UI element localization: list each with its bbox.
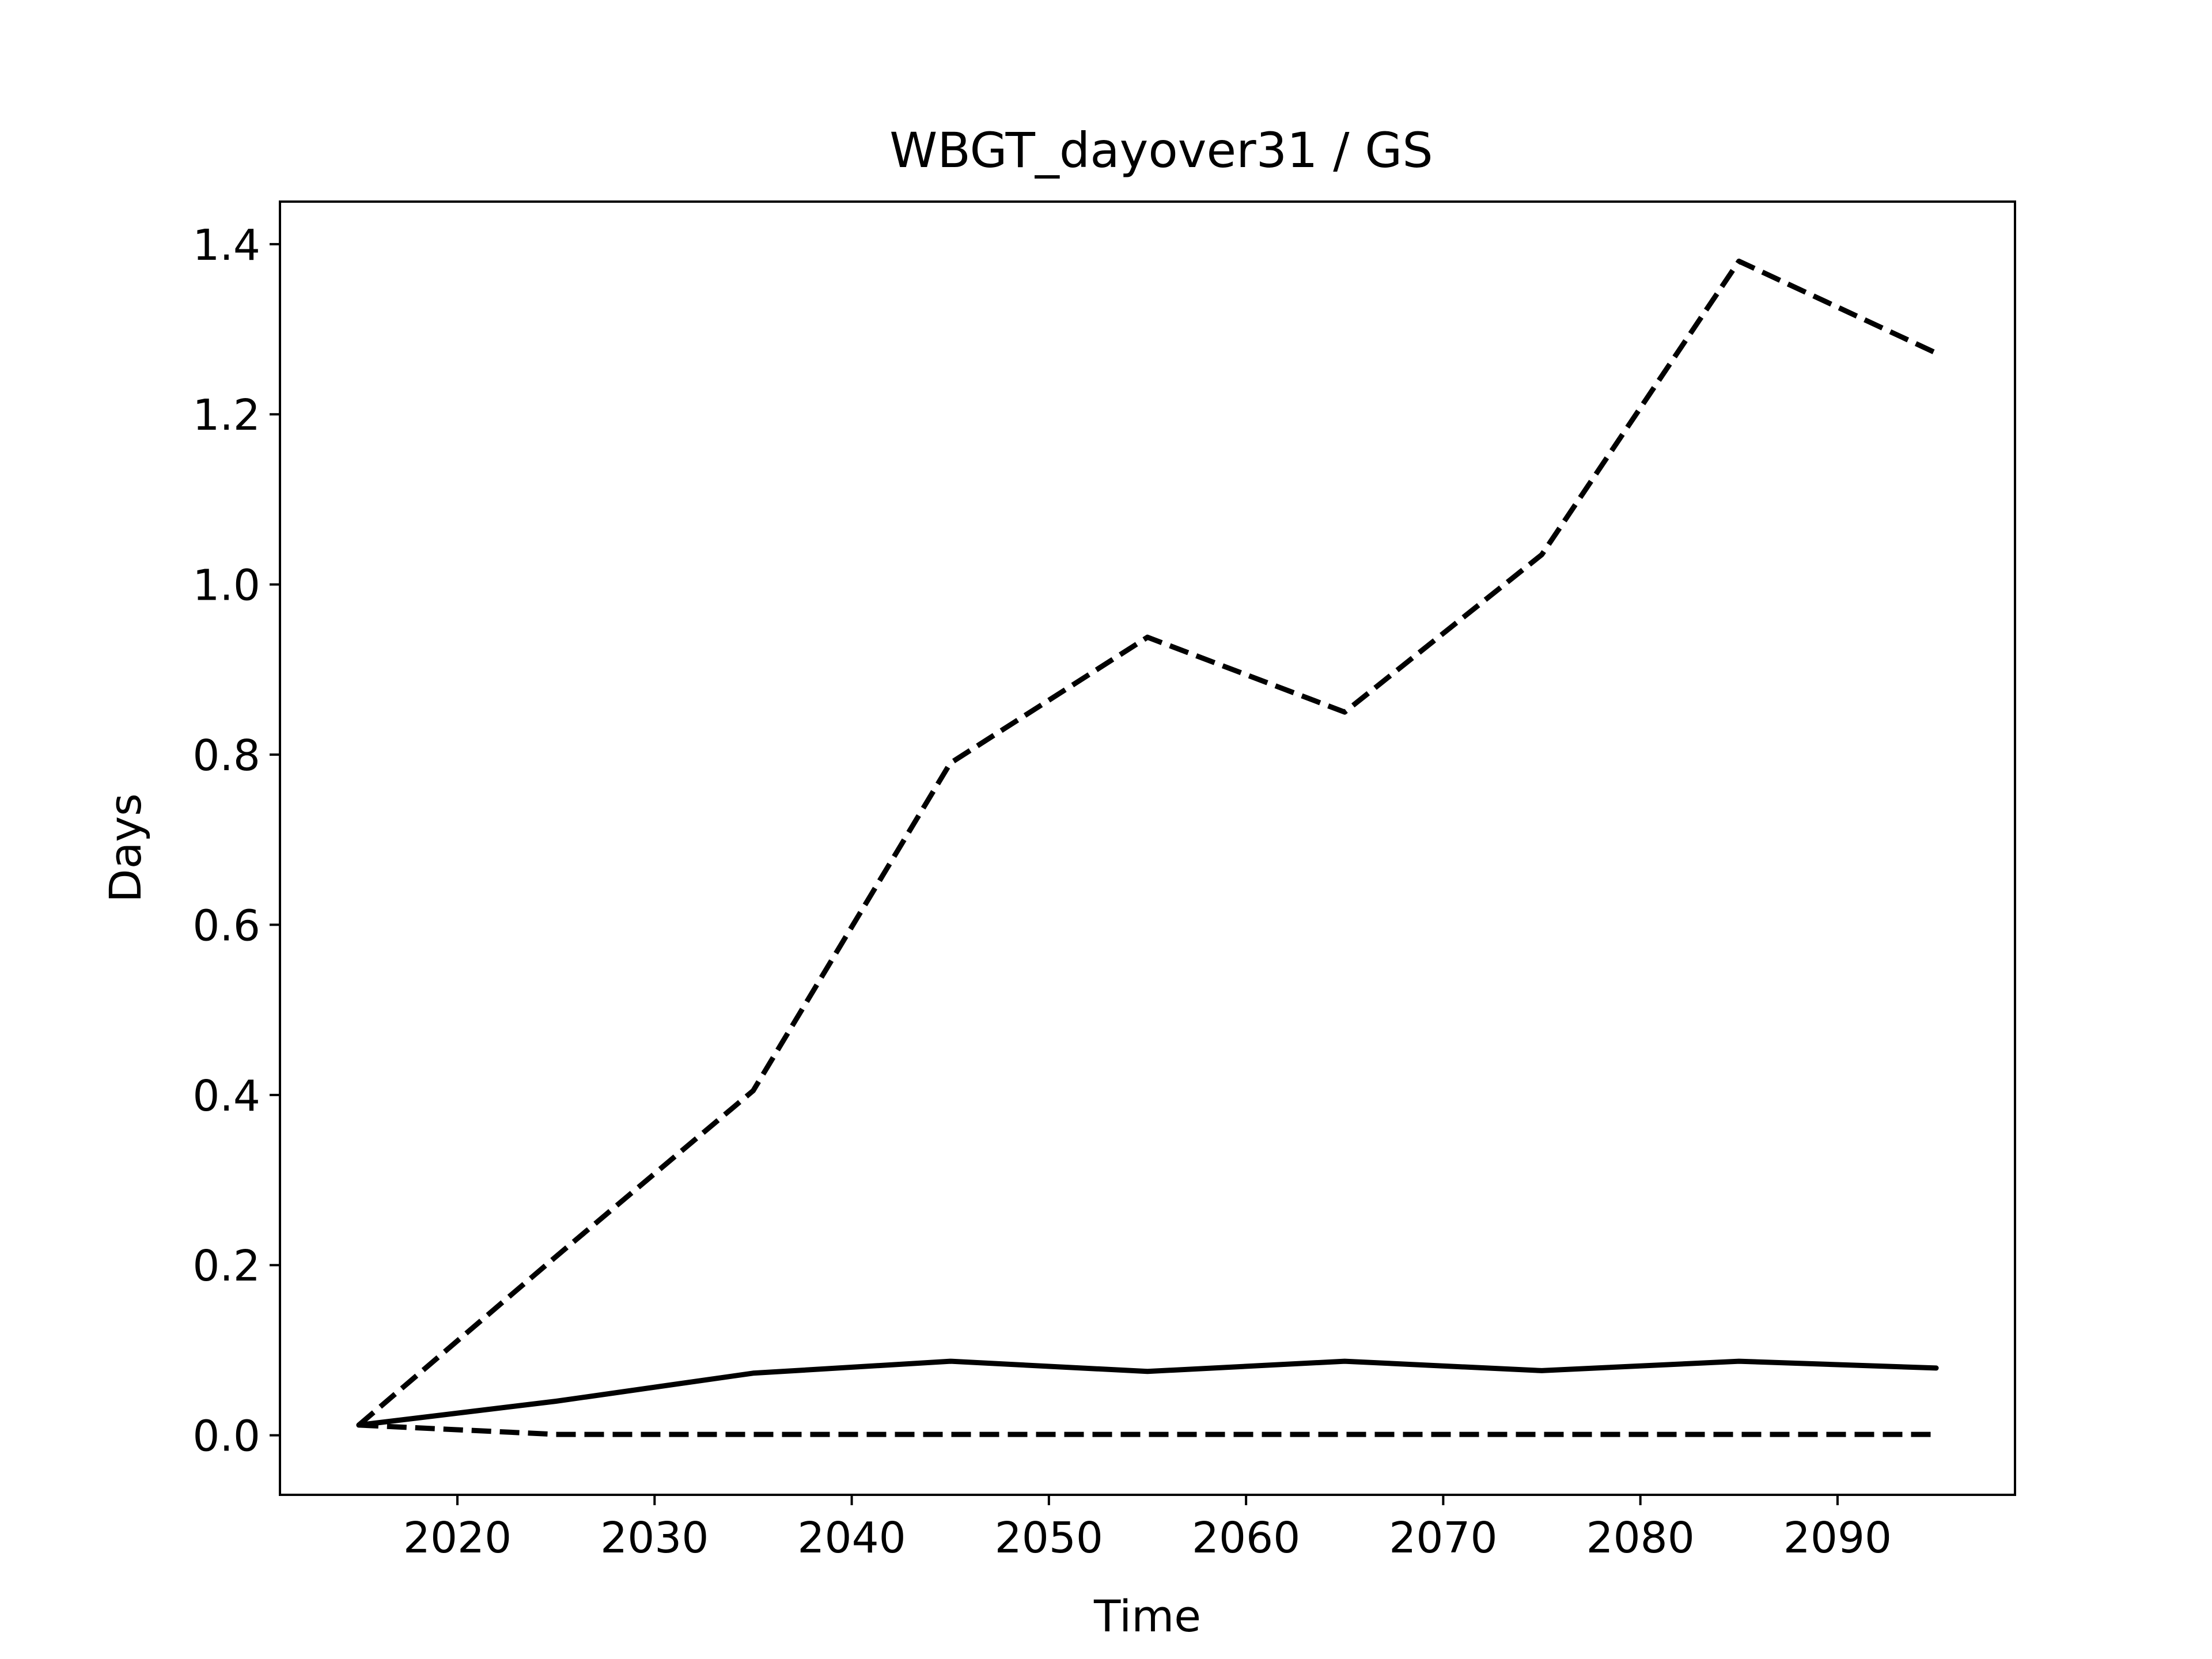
series-line-3 [358, 1422, 1937, 1437]
x-axis: 2020 2030 2040 2050 2060 2070 2080 2090 [403, 1495, 1892, 1563]
x-tick-label: 2050 [995, 1513, 1103, 1563]
y-tick-label: 0.0 [192, 1412, 260, 1461]
x-tick-label: 2080 [1586, 1513, 1695, 1563]
y-tick-label: 1.4 [192, 221, 260, 270]
y-axis: 0.0 0.2 0.4 0.6 0.8 1.0 1.2 1.4 [192, 221, 280, 1461]
x-axis-label: Time [1093, 1590, 1201, 1642]
x-tick-label: 2030 [600, 1513, 709, 1563]
y-tick-label: 1.2 [192, 391, 260, 440]
y-axis-label: Days [100, 793, 151, 903]
series-line-2 [356, 1358, 1939, 1428]
y-tick-label: 0.8 [192, 731, 260, 781]
x-tick-label: 2020 [403, 1513, 512, 1563]
y-tick-label: 0.2 [192, 1241, 260, 1291]
y-tick-label: 0.6 [192, 901, 260, 950]
x-tick-label: 2060 [1192, 1513, 1300, 1563]
plot-frame [279, 200, 2016, 1496]
x-tick-label: 2090 [1783, 1513, 1892, 1563]
series-line-1 [357, 258, 1938, 1427]
y-tick-label: 0.4 [192, 1071, 260, 1121]
chart-title: WBGT_dayover31 / GS [889, 122, 1433, 179]
y-tick-label: 1.0 [192, 561, 260, 611]
series-layer [356, 258, 1939, 1437]
x-tick-label: 2070 [1389, 1513, 1497, 1563]
x-tick-label: 2040 [797, 1513, 906, 1563]
